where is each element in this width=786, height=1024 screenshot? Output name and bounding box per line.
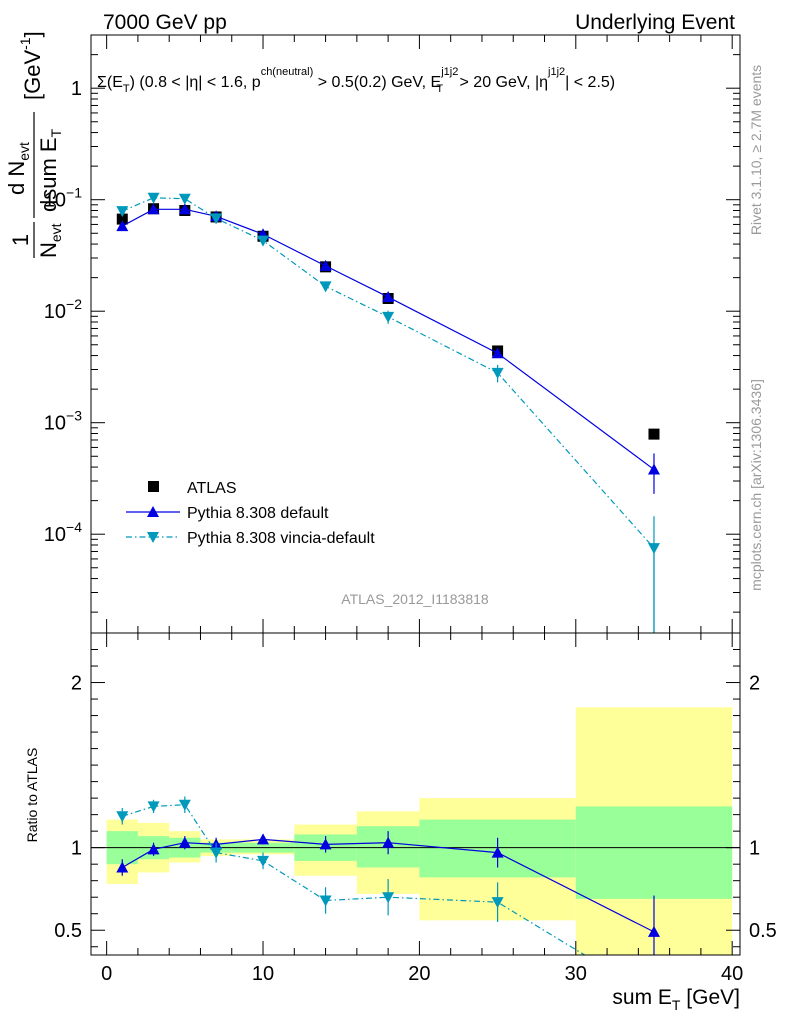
ratio-point-pythia-vincia — [210, 847, 223, 859]
ratio-point-pythia-default — [319, 838, 332, 850]
ratio-point-pythia-vincia — [116, 811, 129, 823]
ratio-y-tick-label: 0.5 — [54, 920, 82, 942]
ratio-panel-frame — [90, 632, 741, 956]
ylabel-one: 1 — [8, 234, 33, 246]
ratio-point-pythia-default — [647, 925, 660, 937]
x-tick-label: 0 — [101, 963, 112, 985]
ratio-point-pythia-vincia — [382, 892, 395, 904]
ratio-line-pythia-vincia — [122, 804, 585, 956]
ratio-y-tick-label-right: 0.5 — [749, 920, 777, 942]
main-point-pythia-default — [491, 347, 504, 359]
main-line-pythia-default — [121, 208, 655, 471]
legend-entry-atlas: ATLAS — [148, 480, 237, 497]
ratio-y-tick-label: 1 — [71, 838, 82, 860]
legend-label-pythia-vincia: Pythia 8.308 vincia-default — [187, 530, 375, 547]
main-point-pythia-default — [116, 220, 129, 232]
ratio-point-pythia-vincia — [147, 801, 160, 813]
main-point-pythia-vincia — [319, 281, 332, 293]
ratio-y-tick-label: 2 — [71, 673, 82, 695]
ratio-point-pythia-default — [382, 836, 395, 848]
ratio-y-tick-label-right: 1 — [749, 838, 760, 860]
main-y-axis-label: 1 Nevt d Nevt dsum ET [GeV-1] — [4, 31, 64, 258]
main-y-tick-label: 10−2 — [44, 296, 82, 323]
main-point-pythia-vincia — [147, 192, 160, 204]
legend-entry-pythia-vincia: Pythia 8.308 vincia-default — [126, 530, 375, 547]
main-point-pythia-vincia — [178, 193, 191, 205]
main-point-pythia-vincia — [210, 213, 223, 225]
main-series-pythia-default — [116, 203, 660, 494]
header-left: 7000 GeV pp — [103, 11, 227, 34]
ratio-point-pythia-default — [491, 846, 504, 858]
legend-marker-pythia-vincia — [147, 532, 159, 543]
ratio-point-pythia-default — [147, 843, 160, 855]
main-point-pythia-vincia — [257, 235, 270, 247]
legend-marker-pythia-default — [147, 506, 159, 517]
main-y-tick-label: 1 — [71, 78, 82, 100]
ratio-series-pythia-default — [116, 831, 660, 955]
main-panel: 1 10−1 10−2 10−3 10−4 Σ(ET) (0.8 < |η| < 1.6… — [4, 31, 741, 634]
ratio-point-pythia-vincia — [178, 799, 191, 811]
ratio-point-pythia-default — [257, 833, 270, 845]
x-axis-label: sum ET [GeV] — [612, 986, 740, 1013]
main-y-tick-label: 10−3 — [44, 408, 82, 435]
main-point-pythia-default — [647, 463, 660, 475]
legend: ATLAS Pythia 8.308 default Pythia 8.308 … — [126, 480, 375, 547]
main-point-atlas — [116, 213, 128, 225]
main-y-tick-label: 10−4 — [44, 519, 82, 546]
main-point-pythia-default — [319, 259, 332, 271]
legend-entry-pythia-default: Pythia 8.308 default — [126, 505, 329, 522]
main-point-pythia-default — [147, 203, 160, 215]
ratio-point-pythia-default — [178, 836, 191, 848]
rivet-label: Rivet 3.1.10, ≥ 2.7M events — [748, 65, 764, 235]
x-tick-label: 30 — [565, 963, 587, 985]
ratio-panel: 0 10 20 30 40 0.5 0.5 1 1 2 2 Ratio to ATLAS sum E… — [24, 632, 777, 1013]
ylabel-nevt: Nevt — [36, 223, 64, 258]
ylabel-unit: [GeV-1] — [17, 31, 45, 100]
ylabel-dsum: dsum ET — [36, 128, 64, 212]
legend-marker-atlas — [148, 481, 159, 492]
ratio-point-pythia-vincia — [257, 855, 270, 867]
main-point-pythia-default — [382, 291, 395, 303]
main-y-tick-label: 10−1 — [44, 185, 82, 212]
legend-label-atlas: ATLAS — [187, 480, 237, 497]
ratio-series-pythia-vincia — [116, 796, 585, 956]
ratio-point-pythia-vincia — [319, 895, 332, 907]
main-point-pythia-vincia — [491, 367, 504, 379]
ratio-y-axis-label: Ratio to ATLAS — [24, 748, 40, 843]
ratio-point-pythia-vincia — [491, 897, 504, 909]
ylabel-dn: d Nevt — [4, 142, 32, 195]
x-tick-label: 20 — [408, 963, 430, 985]
ratio-point-pythia-default — [116, 861, 129, 873]
analysis-label: ATLAS_2012_I1183818 — [341, 591, 489, 607]
ratio-band-inner — [575, 806, 733, 899]
header-right: Underlying Event — [575, 11, 735, 34]
mcplots-label: mcplots.cern.ch [arXiv:1306.3436] — [748, 379, 764, 591]
main-point-pythia-vincia — [382, 311, 395, 323]
main-point-pythia-vincia — [116, 206, 129, 218]
x-tick-label: 10 — [252, 963, 274, 985]
plot-title: Σ(ET) (0.8 < |η| < 1.6, pch(neutral) > 0… — [97, 66, 615, 95]
ratio-y-tick-label-right: 2 — [749, 673, 760, 695]
x-tick-label: 40 — [721, 963, 743, 985]
legend-label-pythia-default: Pythia 8.308 default — [187, 505, 329, 522]
main-point-pythia-default — [178, 203, 191, 215]
main-point-atlas — [648, 428, 660, 440]
